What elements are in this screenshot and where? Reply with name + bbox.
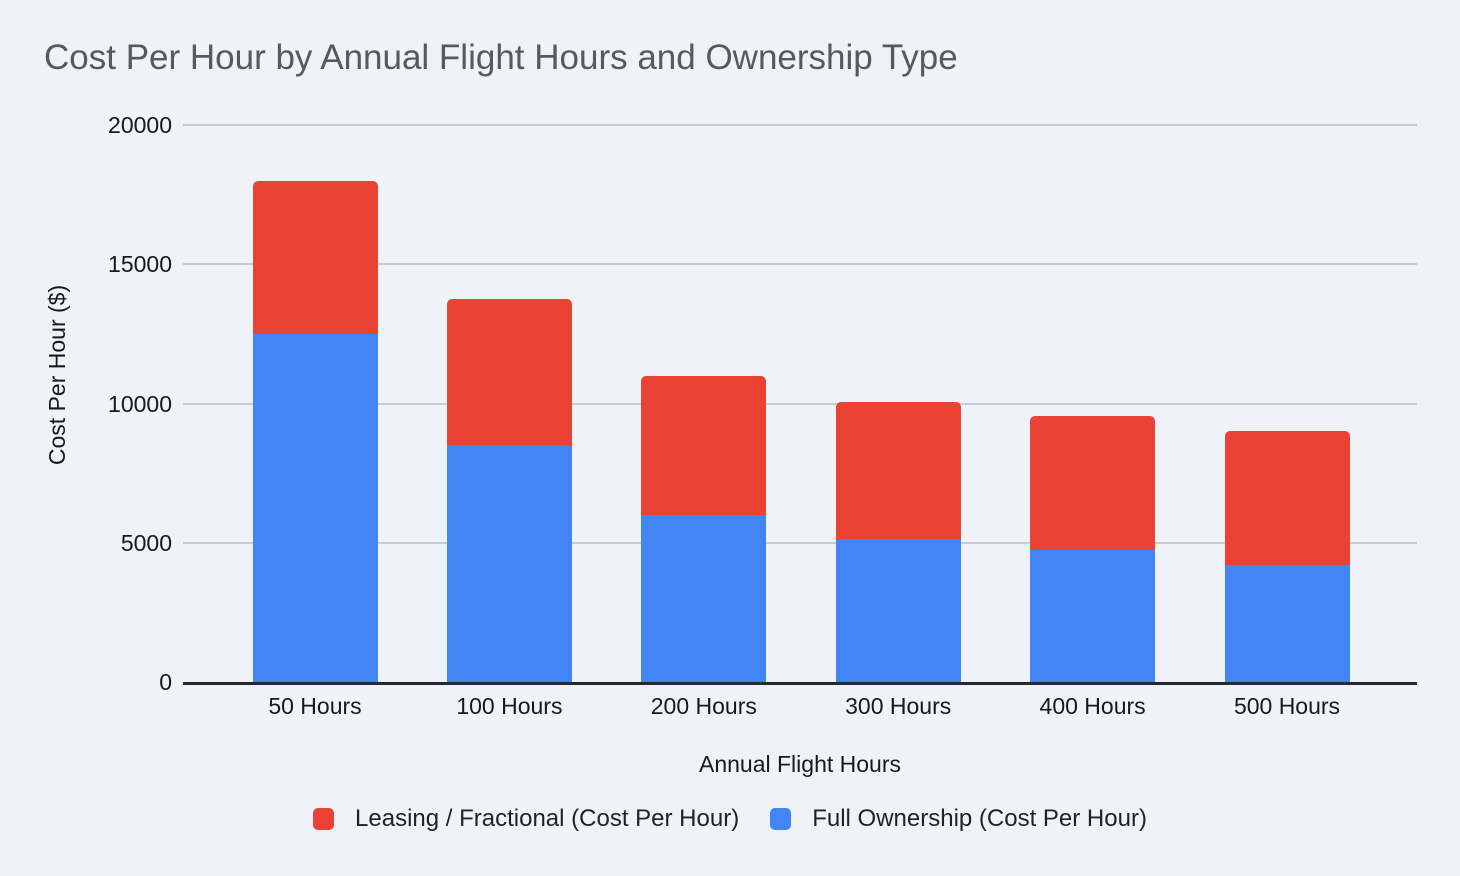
legend-swatch-icon: [770, 808, 792, 830]
bar-segment-leasing-fractional-cost-per-hour-100-hours[interactable]: [446, 299, 572, 446]
bar-segment-full-ownership-cost-per-hour-200-hours[interactable]: [641, 514, 767, 682]
y-tick-label-5000: 5000: [120, 529, 172, 556]
bar-segment-full-ownership-cost-per-hour-100-hours[interactable]: [446, 445, 572, 682]
bar-segment-full-ownership-cost-per-hour-300-hours[interactable]: [835, 538, 961, 682]
x-tick-label-400-hours: 400 Hours: [1039, 693, 1146, 719]
x-tick-label-100-hours: 100 Hours: [456, 693, 563, 719]
legend-label: Leasing / Fractional (Cost Per Hour): [355, 805, 740, 832]
y-tick-label-10000: 10000: [108, 390, 172, 417]
legend-item-leasing-fractional-cost-per-hour[interactable]: Leasing / Fractional (Cost Per Hour): [313, 805, 739, 833]
x-tick-label-50-hours: 50 Hours: [268, 693, 362, 719]
legend-swatch-icon: [313, 808, 335, 830]
x-tick-label-200-hours: 200 Hours: [650, 693, 757, 719]
x-axis-baseline: [183, 682, 1417, 685]
y-tick-label-20000: 20000: [108, 112, 172, 138]
bar-segment-leasing-fractional-cost-per-hour-300-hours[interactable]: [835, 402, 961, 539]
plot-area: [183, 124, 1417, 685]
bar-segment-leasing-fractional-cost-per-hour-500-hours[interactable]: [1224, 431, 1350, 566]
legend: Leasing / Fractional (Cost Per Hour) Full…: [0, 805, 1460, 833]
bar-segment-leasing-fractional-cost-per-hour-50-hours[interactable]: [252, 180, 378, 334]
bar-segment-full-ownership-cost-per-hour-500-hours[interactable]: [1224, 565, 1350, 682]
legend-label: Full Ownership (Cost Per Hour): [812, 805, 1147, 832]
x-tick-label-500-hours: 500 Hours: [1233, 693, 1341, 719]
y-tick-label-15000: 15000: [108, 251, 172, 278]
gridline-15000: [183, 263, 1417, 266]
x-tick-label-300-hours: 300 Hours: [845, 693, 952, 719]
y-axis-title: Cost Per Hour ($): [44, 284, 70, 466]
bar-segment-full-ownership-cost-per-hour-400-hours[interactable]: [1030, 549, 1156, 682]
gridline-10000: [183, 402, 1417, 405]
x-axis-title: Annual Flight Hours: [699, 751, 901, 777]
legend-item-full-ownership-cost-per-hour[interactable]: Full Ownership (Cost Per Hour): [770, 805, 1147, 833]
gridline-20000: [183, 124, 1417, 126]
gridline-5000: [183, 541, 1417, 544]
y-tick-label-0: 0: [159, 669, 172, 695]
bar-segment-leasing-fractional-cost-per-hour-400-hours[interactable]: [1030, 416, 1156, 550]
chart-title: Cost Per Hour by Annual Flight Hours and…: [44, 38, 958, 77]
bar-segment-full-ownership-cost-per-hour-50-hours[interactable]: [252, 333, 378, 682]
bar-segment-leasing-fractional-cost-per-hour-200-hours[interactable]: [641, 375, 767, 515]
